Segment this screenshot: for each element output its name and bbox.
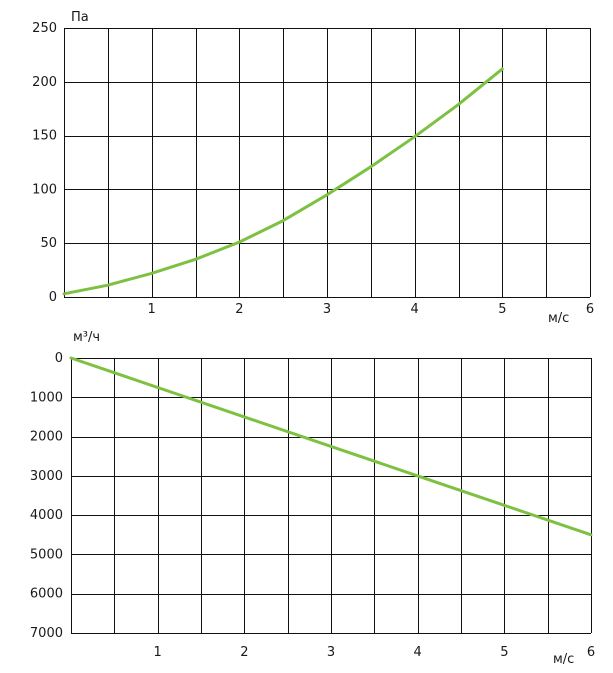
flow-series-line [69, 356, 593, 537]
flow-chart: 0 1000 2000 3000 4000 5000 6000 7000 1 2 3 4 5 6 м³/… [30, 330, 595, 667]
pressure-chart-axes [63, 28, 590, 299]
flow-y-tick-label: 3000 [30, 469, 63, 484]
pressure-y-tick-label: 0 [49, 290, 57, 305]
pressure-x-tick-label: 5 [498, 302, 506, 317]
pressure-x-tick-label: 1 [148, 302, 156, 317]
pressure-chart-series [62, 67, 504, 296]
flow-chart-vertical-grid [114, 358, 592, 633]
flow-y-tick-label: 6000 [30, 587, 63, 602]
pressure-x-tick-label: 2 [235, 302, 243, 317]
pressure-y-tick-label: 100 [32, 182, 57, 197]
flow-chart-y-label: м³/ч [73, 330, 100, 345]
pressure-x-tick-label: 6 [586, 302, 594, 317]
flow-y-tick-label: 5000 [30, 547, 63, 562]
flow-x-tick-label: 4 [414, 645, 422, 660]
flow-x-tick-label: 1 [154, 645, 162, 660]
pressure-chart-vertical-grid [108, 28, 591, 297]
flow-x-tick-label: 2 [240, 645, 248, 660]
flow-chart-series [69, 356, 593, 537]
flow-x-tick-label: 5 [500, 645, 508, 660]
pressure-series-line [62, 67, 504, 296]
pressure-chart-y-tick-labels: 0 50 100 150 200 250 [32, 21, 57, 305]
pressure-chart-x-tick-labels: 1 2 3 4 5 6 [148, 302, 595, 317]
flow-chart-x-tick-labels: 1 2 3 4 5 6 [154, 645, 596, 660]
flow-chart-axes [70, 358, 591, 635]
flow-x-tick-label: 6 [587, 645, 595, 660]
flow-chart-y-tick-labels: 0 1000 2000 3000 4000 5000 6000 7000 [30, 351, 63, 641]
flow-chart-x-label: м/с [553, 652, 574, 667]
flow-y-tick-label: 0 [55, 351, 63, 366]
pressure-y-tick-label: 250 [32, 21, 57, 36]
pressure-chart: 0 50 100 150 200 250 1 2 3 4 5 6 Па м/с [32, 10, 594, 326]
flow-x-tick-label: 3 [327, 645, 335, 660]
flow-y-tick-label: 7000 [30, 626, 63, 641]
pressure-x-tick-label: 4 [411, 302, 419, 317]
pressure-y-tick-label: 200 [32, 75, 57, 90]
pressure-y-tick-label: 50 [40, 236, 57, 251]
flow-y-tick-label: 4000 [30, 508, 63, 523]
flow-y-tick-label: 2000 [30, 430, 63, 445]
pressure-chart-y-label: Па [71, 10, 89, 25]
pressure-y-tick-label: 150 [32, 129, 57, 144]
flow-y-tick-label: 1000 [30, 390, 63, 405]
pressure-chart-x-label: м/с [548, 311, 569, 326]
pressure-x-tick-label: 3 [323, 302, 331, 317]
